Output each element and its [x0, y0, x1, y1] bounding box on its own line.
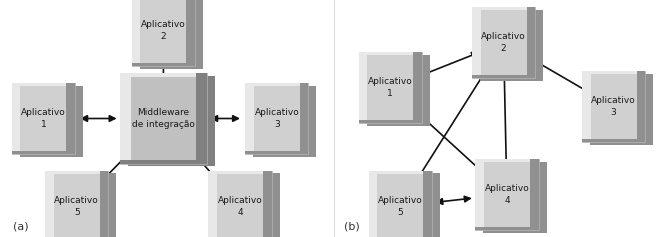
- Text: (a): (a): [13, 222, 29, 232]
- FancyBboxPatch shape: [132, 0, 195, 66]
- FancyBboxPatch shape: [590, 74, 654, 145]
- FancyBboxPatch shape: [12, 151, 75, 154]
- FancyBboxPatch shape: [475, 227, 538, 230]
- FancyBboxPatch shape: [359, 52, 422, 123]
- Text: Aplicativo
4: Aplicativo 4: [484, 184, 530, 205]
- FancyBboxPatch shape: [530, 159, 538, 230]
- FancyBboxPatch shape: [245, 83, 253, 154]
- FancyBboxPatch shape: [208, 171, 272, 174]
- FancyBboxPatch shape: [263, 171, 272, 237]
- FancyBboxPatch shape: [245, 151, 308, 154]
- FancyBboxPatch shape: [367, 55, 430, 126]
- FancyBboxPatch shape: [423, 171, 432, 237]
- FancyBboxPatch shape: [475, 159, 538, 230]
- FancyBboxPatch shape: [582, 71, 645, 142]
- FancyBboxPatch shape: [12, 83, 20, 154]
- FancyBboxPatch shape: [245, 83, 308, 154]
- FancyBboxPatch shape: [53, 173, 116, 237]
- FancyBboxPatch shape: [216, 173, 279, 237]
- FancyBboxPatch shape: [472, 7, 535, 10]
- FancyBboxPatch shape: [636, 71, 645, 142]
- FancyBboxPatch shape: [45, 171, 53, 237]
- FancyBboxPatch shape: [100, 171, 108, 237]
- FancyBboxPatch shape: [196, 73, 207, 164]
- FancyBboxPatch shape: [208, 171, 272, 237]
- FancyBboxPatch shape: [208, 171, 217, 237]
- Text: Aplicativo
3: Aplicativo 3: [591, 96, 636, 117]
- Text: Aplicativo
5: Aplicativo 5: [54, 196, 99, 217]
- FancyBboxPatch shape: [475, 159, 484, 230]
- FancyBboxPatch shape: [368, 171, 432, 237]
- FancyBboxPatch shape: [12, 83, 75, 86]
- Text: Aplicativo
4: Aplicativo 4: [217, 196, 263, 217]
- FancyBboxPatch shape: [20, 86, 83, 157]
- FancyBboxPatch shape: [12, 83, 75, 154]
- FancyBboxPatch shape: [45, 171, 108, 237]
- FancyBboxPatch shape: [128, 76, 215, 166]
- FancyBboxPatch shape: [472, 7, 480, 78]
- FancyBboxPatch shape: [475, 159, 538, 162]
- FancyBboxPatch shape: [359, 52, 367, 123]
- FancyBboxPatch shape: [45, 171, 108, 174]
- FancyBboxPatch shape: [245, 83, 308, 86]
- FancyBboxPatch shape: [582, 71, 645, 74]
- FancyBboxPatch shape: [299, 83, 308, 154]
- FancyBboxPatch shape: [368, 171, 377, 237]
- FancyBboxPatch shape: [413, 52, 422, 123]
- FancyBboxPatch shape: [480, 10, 543, 81]
- FancyBboxPatch shape: [120, 73, 131, 164]
- FancyBboxPatch shape: [376, 173, 440, 237]
- FancyBboxPatch shape: [253, 86, 317, 157]
- FancyBboxPatch shape: [368, 171, 432, 174]
- Text: (b): (b): [344, 222, 360, 232]
- Text: Aplicativo
1: Aplicativo 1: [21, 108, 66, 129]
- FancyBboxPatch shape: [132, 0, 140, 66]
- Text: Aplicativo
5: Aplicativo 5: [378, 196, 423, 217]
- Text: Aplicativo
2: Aplicativo 2: [481, 32, 526, 53]
- FancyBboxPatch shape: [132, 63, 195, 66]
- Text: Aplicativo
2: Aplicativo 2: [141, 20, 186, 41]
- FancyBboxPatch shape: [120, 73, 207, 77]
- FancyBboxPatch shape: [120, 73, 207, 164]
- FancyBboxPatch shape: [67, 83, 75, 154]
- Text: Aplicativo
1: Aplicativo 1: [368, 77, 413, 98]
- FancyBboxPatch shape: [582, 71, 591, 142]
- FancyBboxPatch shape: [186, 0, 195, 66]
- FancyBboxPatch shape: [527, 7, 535, 78]
- Text: Middleware
de integração: Middleware de integração: [132, 108, 195, 129]
- FancyBboxPatch shape: [472, 7, 535, 78]
- FancyBboxPatch shape: [483, 162, 546, 233]
- FancyBboxPatch shape: [359, 52, 422, 55]
- FancyBboxPatch shape: [359, 120, 422, 123]
- FancyBboxPatch shape: [582, 139, 645, 142]
- Text: Aplicativo
3: Aplicativo 3: [254, 108, 299, 129]
- FancyBboxPatch shape: [140, 0, 203, 69]
- FancyBboxPatch shape: [120, 160, 207, 164]
- FancyBboxPatch shape: [472, 75, 535, 78]
